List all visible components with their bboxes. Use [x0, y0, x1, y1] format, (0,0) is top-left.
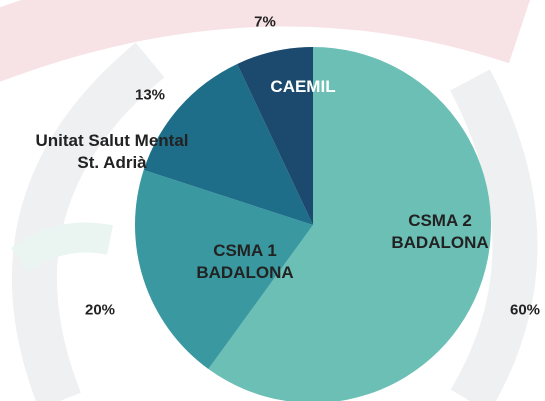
decor-arc [11, 222, 113, 273]
decor-arc [11, 42, 165, 401]
value-label: 13% [134, 86, 166, 104]
slice-label: Unitat Salut Mental St. Adrià [35, 130, 189, 172]
slice-label: CSMA 2 BADALONA [391, 210, 489, 252]
value-label: 20% [84, 301, 116, 319]
decor-arc [0, 0, 530, 82]
pie-slice [135, 169, 313, 370]
pie-slice [143, 63, 313, 226]
pie-slice [208, 47, 491, 401]
value-label: 7% [254, 13, 276, 31]
value-label: 60% [509, 301, 541, 319]
slice-label: CSMA 1 BADALONA [196, 240, 294, 282]
pie-slice [237, 47, 313, 225]
slice-label: CAEMIL [270, 76, 336, 96]
pie [135, 47, 491, 401]
decor-arc [450, 69, 538, 401]
